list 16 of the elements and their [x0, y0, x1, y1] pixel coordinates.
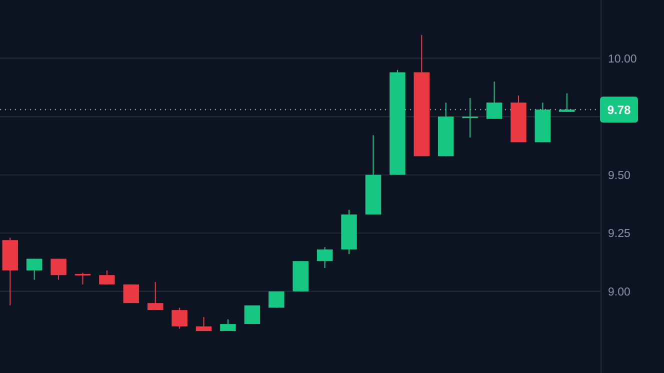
- y-tick-label: 9.00: [608, 286, 630, 298]
- ref-line-label: 9.78: [607, 102, 631, 117]
- y-tick-label: 9.50: [608, 170, 630, 182]
- y-tick-label: 10.00: [608, 53, 637, 66]
- candlestick: [486, 81, 502, 120]
- candlestick: [99, 270, 115, 285]
- candlestick: [462, 97, 478, 138]
- candlestick: [196, 316, 212, 332]
- candlestick: [50, 258, 66, 280]
- candlestick: [316, 246, 333, 269]
- candlestick: [74, 272, 91, 285]
- candlestick: [147, 282, 164, 311]
- candlestick: [26, 258, 42, 280]
- candlestick: [559, 92, 575, 112]
- candlestick: [172, 307, 188, 330]
- y-tick-label: 9.25: [608, 228, 630, 240]
